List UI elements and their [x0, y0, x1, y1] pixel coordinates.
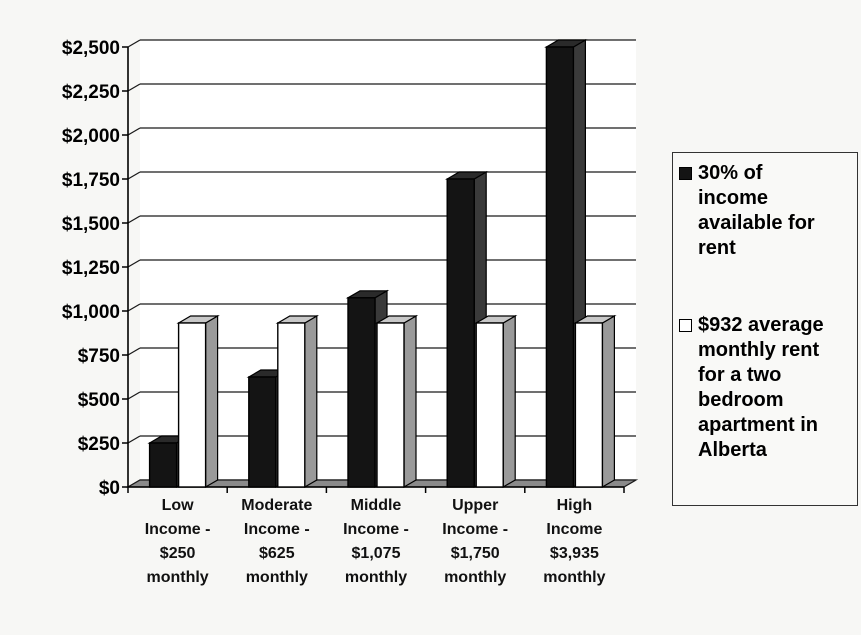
- gridline-depth: [127, 215, 141, 224]
- bar-income-30-percent: [148, 442, 178, 488]
- bar-income-30-percent: [248, 376, 277, 488]
- x-category-label: Middle Income - $1,075 monthly: [343, 497, 409, 586]
- y-tick-label: $2,250: [62, 82, 120, 103]
- x-category-label: Upper Income - $1,750 monthly: [442, 497, 508, 586]
- bar-side: [304, 314, 318, 489]
- y-tick-label: $1,500: [62, 214, 120, 235]
- legend-label-30-percent-income: 30% of income available for rent: [698, 162, 815, 259]
- x-category-label-line: $1,750: [451, 545, 500, 562]
- gridline-depth: [127, 39, 141, 48]
- bar-income-30-percent: [446, 178, 475, 488]
- legend-item-30-percent-income: 30% of income available for rent: [679, 161, 851, 261]
- gridline-depth: [127, 171, 141, 180]
- x-category-label-line: Income -: [244, 521, 310, 538]
- gridline-depth: [127, 259, 141, 268]
- x-category-label-line: monthly: [345, 569, 407, 586]
- y-tick-label: $0: [99, 478, 120, 499]
- y-tick-label: $750: [78, 346, 120, 367]
- bar-side: [205, 314, 219, 489]
- bar-income-30-percent: [347, 297, 376, 488]
- x-category-label-line: High: [557, 497, 593, 514]
- gridline-depth: [127, 435, 141, 444]
- bar-side: [601, 314, 616, 489]
- y-tick-label: $500: [78, 390, 120, 411]
- bar-average-rent: [376, 322, 405, 488]
- x-category-label: High Income $3,935 monthly: [543, 497, 605, 586]
- x-category-label-line: Low: [162, 497, 195, 514]
- bar-income-30-percent: [545, 46, 575, 488]
- y-tick-label: $1,000: [62, 302, 120, 323]
- bar-average-rent: [277, 322, 306, 488]
- y-tick-label: $250: [78, 434, 120, 455]
- gridline-depth: [127, 127, 141, 136]
- gridline-depth: [127, 83, 141, 92]
- bar-side: [403, 314, 417, 489]
- x-category-label: Low Income - $250 monthly: [145, 497, 211, 586]
- x-category-label-line: monthly: [146, 569, 208, 586]
- y-tick-label: $2,500: [62, 38, 120, 59]
- legend-swatch-white: [679, 319, 692, 332]
- x-category-label-line: Income: [546, 521, 602, 538]
- gridline-depth: [127, 303, 141, 312]
- gridline-depth: [127, 347, 141, 356]
- x-category-label-line: $250: [160, 545, 196, 562]
- bar-average-rent: [177, 322, 207, 488]
- bar-average-rent: [475, 322, 504, 488]
- chart-legend: 30% of income available for rent $932 av…: [672, 152, 858, 506]
- bar-average-rent: [574, 322, 604, 488]
- gridline-depth: [127, 391, 141, 400]
- legend-item-average-rent: $932 average monthly rent for a two bedr…: [679, 313, 851, 463]
- legend-label-average-rent: $932 average monthly rent for a two bedr…: [698, 314, 824, 461]
- y-tick-label: $1,750: [62, 170, 120, 191]
- x-category-label-line: Income -: [343, 521, 409, 538]
- x-category-label-line: monthly: [444, 569, 506, 586]
- x-category-label-line: monthly: [246, 569, 308, 586]
- y-tick-label: $1,250: [62, 258, 120, 279]
- x-category-label-line: $3,935: [550, 545, 599, 562]
- x-category-label-line: Upper: [452, 497, 498, 514]
- y-tick-label: $2,000: [62, 126, 120, 147]
- legend-swatch-dark: [679, 167, 692, 180]
- bar-side: [502, 314, 516, 489]
- x-category-label-line: Moderate: [241, 497, 312, 514]
- x-category-label-line: monthly: [543, 569, 605, 586]
- x-category-label-line: $1,075: [352, 545, 401, 562]
- x-category-label-line: Income -: [442, 521, 508, 538]
- x-category-label-line: Income -: [145, 521, 211, 538]
- x-category-label: Moderate Income - $625 monthly: [241, 497, 312, 586]
- x-category-label-line: $625: [259, 545, 295, 562]
- x-category-label-line: Middle: [351, 497, 402, 514]
